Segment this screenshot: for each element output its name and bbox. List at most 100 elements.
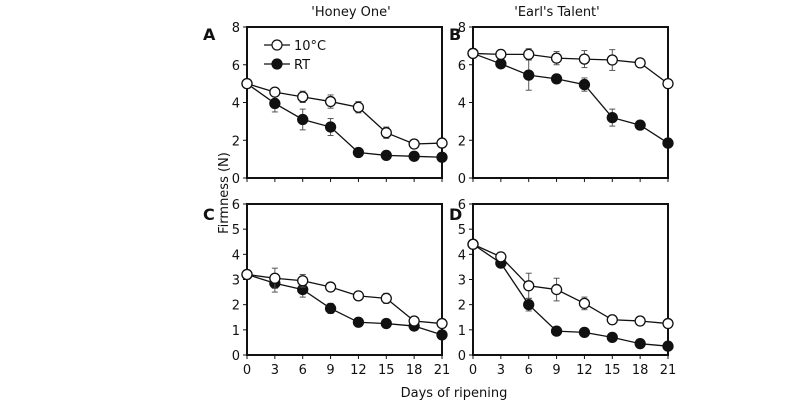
panel-letter-c: C (203, 205, 215, 224)
panel-b: 0 2 4 6 8 (458, 21, 674, 187)
panel-c-x-tick-label: 12 (350, 363, 367, 378)
panel-b-point-10c (578, 53, 591, 65)
legend-label-10c: 10°C (294, 39, 326, 54)
panel-d-y-tick-label: 4 (458, 248, 466, 263)
panel-b-y-tick-label: 8 (458, 21, 466, 36)
panel-d-point-10c (467, 238, 479, 250)
panel-d-point-10c (550, 283, 563, 296)
panel-a-point-rt (269, 97, 281, 110)
panel-c-point-rt (352, 316, 365, 328)
panel-d-x-tick-label: 21 (660, 363, 677, 378)
panel-d-y-tick-label: 1 (458, 324, 466, 339)
panel-letter-b: B (449, 25, 461, 44)
panel-d-point-rt (606, 331, 618, 344)
panel-d-point-rt (523, 299, 535, 311)
panel-b-point-10c (467, 47, 479, 60)
panel-a-point-10c (241, 77, 253, 90)
panel-d-x-tick-label: 0 (469, 363, 477, 378)
panel-d-point-rt (550, 325, 563, 337)
panel-c-y-tick-label: 4 (232, 248, 240, 263)
panel-d-point-10c (634, 315, 646, 327)
panel-c-x-tick-label: 0 (243, 363, 251, 378)
panel-a-point-rt (380, 149, 392, 162)
panel-d-point-10c (606, 314, 618, 326)
legend-marker-rt (271, 58, 283, 70)
panel-b-y-tick-label: 6 (458, 59, 466, 74)
panel-d-x-tick-label: 12 (576, 363, 593, 378)
panel-b-point-rt (634, 119, 646, 131)
panel-d-x-tick-label: 18 (632, 363, 649, 378)
panel-a-point-10c (324, 95, 337, 108)
panel-a-point-rt (297, 113, 309, 126)
y-axis-label: Firmness (N) (217, 152, 232, 234)
panel-c-point-rt (436, 329, 448, 341)
panel-b-point-rt (578, 78, 591, 91)
panel-b-point-rt (662, 137, 674, 149)
panel-c-point-10c (324, 281, 337, 293)
panel-d-y-tick-label: 0 (458, 349, 466, 364)
panel-d-point-10c (523, 280, 535, 292)
panel-b-y-tick-label: 2 (458, 134, 466, 149)
panel-d-x-tick-label: 9 (552, 363, 560, 378)
panel-b-point-10c (495, 48, 507, 61)
panel-c-y-tick-label: 5 (232, 223, 240, 238)
panel-c-y-tick-label: 2 (232, 299, 240, 314)
legend: 10°C RT (264, 39, 326, 73)
panel-b-point-rt (606, 111, 618, 124)
panel-b-point-10c (606, 54, 618, 66)
panel-a-point-10c (297, 91, 309, 103)
panel-a-y-tick-label: 0 (232, 172, 240, 187)
panel-c-x-tick-label: 3 (271, 363, 279, 378)
panel-b-point-rt (495, 58, 507, 70)
panel-b-point-10c (550, 52, 563, 64)
panel-c-x-tick-label: 21 (434, 363, 451, 378)
panel-b-point-rt (523, 69, 535, 81)
panel-d-x-tick-label: 6 (525, 363, 533, 378)
panel-d-point-10c (495, 251, 507, 263)
panel-a-point-rt (324, 121, 337, 133)
panel-a-y-tick-label: 6 (232, 59, 240, 74)
panel-c-point-10c (408, 315, 420, 327)
panel-d-y-tick-label: 2 (458, 299, 466, 314)
panel-c-y-tick-label: 1 (232, 324, 240, 339)
panel-c-point-rt (380, 317, 392, 330)
panel-d-point-rt (578, 326, 591, 339)
panel-d-point-rt (662, 340, 674, 352)
panel-c-point-10c (297, 275, 309, 287)
panel-a-point-10c (408, 138, 420, 150)
panel-a-point-rt (352, 146, 365, 159)
panel-d-y-tick-label: 3 (458, 274, 466, 289)
panel-c-point-rt (324, 302, 337, 315)
panel-d-point-10c (578, 297, 591, 310)
panel-b-point-10c (523, 48, 535, 61)
panel-a-point-rt (436, 151, 448, 163)
panel-a-y-tick-label: 8 (232, 21, 240, 36)
panel-letter-a: A (203, 25, 216, 44)
panel-d-y-tick-label: 5 (458, 223, 466, 238)
panel-b-point-rt (550, 73, 563, 85)
panel-c-y-tick-label: 0 (232, 349, 240, 364)
panel-c-x-tick-label: 15 (378, 363, 395, 378)
panel-d-x-tick-label: 3 (497, 363, 505, 378)
panel-d-point-10c (662, 317, 674, 330)
panel-c-y-tick-label: 6 (232, 198, 240, 213)
panel-d-x-tick-label: 15 (604, 363, 621, 378)
panel-b-point-10c (634, 57, 646, 69)
panel-b-y-tick-label: 0 (458, 172, 466, 187)
panel-d-point-rt (634, 338, 646, 350)
panel-a-point-10c (436, 137, 448, 149)
panel-c-point-10c (352, 290, 365, 302)
panel-b-point-10c (662, 77, 674, 90)
panel-a-point-10c (380, 127, 392, 139)
panel-d-y-tick-label: 6 (458, 198, 466, 213)
column-title-earls-talent: 'Earl's Talent' (514, 5, 599, 20)
panel-c-x-tick-label: 6 (299, 363, 307, 378)
panel-letter-d: D (449, 205, 462, 224)
panel-b-y-tick-label: 4 (458, 97, 466, 112)
panel-c-point-10c (380, 292, 392, 305)
x-axis-label: Days of ripening (401, 386, 508, 401)
panel-a: 0 2 4 6 8 (232, 21, 448, 187)
legend-marker-10c (271, 39, 283, 51)
